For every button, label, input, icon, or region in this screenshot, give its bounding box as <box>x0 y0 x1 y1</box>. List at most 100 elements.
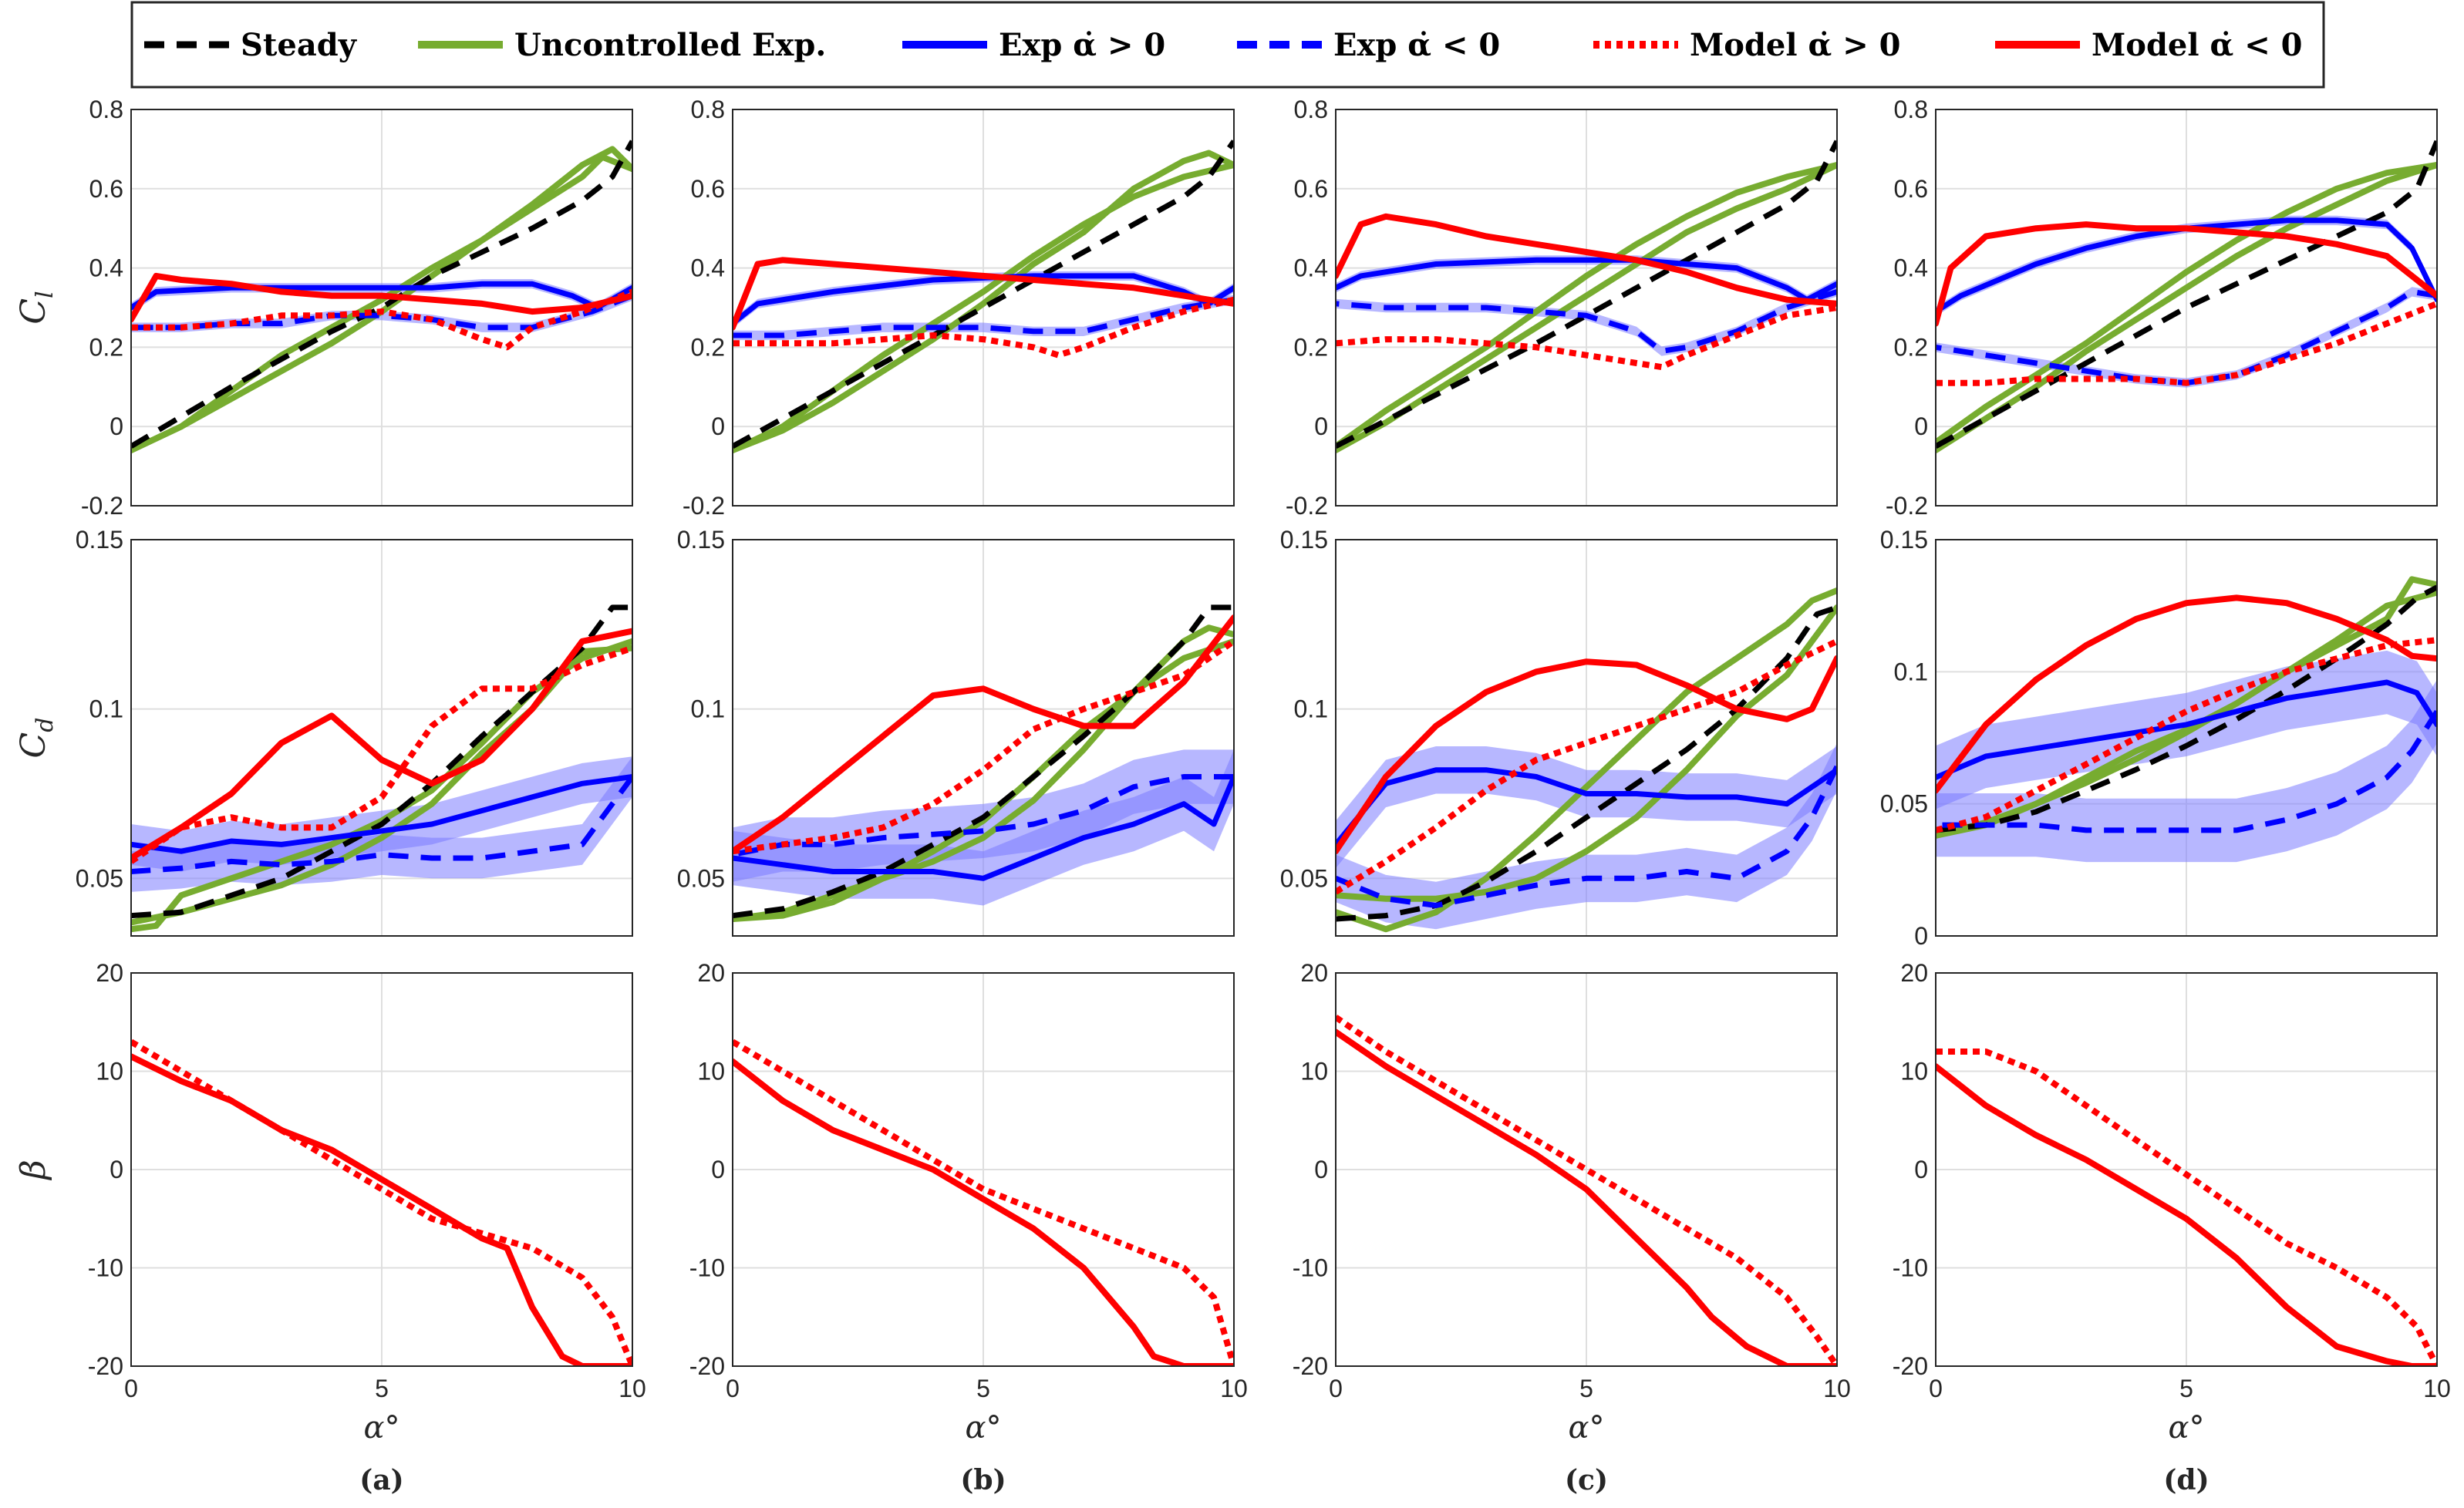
axes-box <box>732 109 1235 507</box>
axes-box <box>732 539 1235 937</box>
y-tick-label: 0.2 <box>691 333 725 361</box>
legend-item-unc: Uncontrolled Exp. <box>418 27 826 63</box>
plot-series <box>131 140 632 453</box>
model-up-series <box>1336 638 1837 895</box>
plot-series <box>1336 587 1837 933</box>
y-tick-label: -20 <box>88 1352 123 1380</box>
y-tick-label: 0.6 <box>1294 175 1328 203</box>
legend-label-steady: Steady <box>241 27 358 63</box>
legend-label-unc: Uncontrolled Exp. <box>514 27 826 63</box>
uncontrolled-series-up <box>733 638 1234 922</box>
y-axis-label: Cd <box>14 718 59 759</box>
y-tick-label: 10 <box>1300 1058 1328 1086</box>
axes-box <box>732 972 1235 1367</box>
exp-up-series <box>131 281 632 311</box>
panel-cl-a: -0.2 0 0.2 0.4 0.6 0.8 Cl <box>14 96 633 520</box>
exp-down-band <box>1336 742 1837 930</box>
exp-up-band <box>1336 746 1837 869</box>
y-tick-label: -20 <box>689 1352 725 1380</box>
uncontrolled-series-up <box>1336 162 1837 453</box>
exp-up-series <box>733 774 1234 881</box>
panel-cl-b: -0.2 0 0.2 0.4 0.6 0.8 <box>683 96 1235 520</box>
x-tick-label: 0 <box>1929 1375 1943 1402</box>
y-tick-label: 0.2 <box>1294 333 1328 361</box>
y-label-main: C <box>14 298 53 325</box>
x-tick-label: 10 <box>2423 1375 2451 1402</box>
y-tick-label: -0.2 <box>1286 492 1328 520</box>
y-tick-label: 0 <box>1314 1156 1328 1183</box>
panel-caption: (c) <box>1565 1464 1608 1496</box>
y-tick-label: 0 <box>1914 922 1928 950</box>
model-down-series <box>1936 221 2437 327</box>
y-tick-label: -10 <box>88 1254 123 1282</box>
model-up-series <box>131 645 632 864</box>
legend-item-mod_down: Model α̇ < 0 <box>1995 27 2302 63</box>
model-up-series <box>1936 637 2437 833</box>
exp-up-series <box>1336 767 1837 847</box>
y-tick-label: 0 <box>711 1156 725 1183</box>
y-tick-label: 0.05 <box>677 864 725 892</box>
x-tick-label: 10 <box>619 1375 646 1402</box>
model-down-series <box>1336 213 1837 307</box>
model-up-series <box>1336 1015 1837 1366</box>
exp-down-band <box>733 295 1234 341</box>
plot-series <box>733 604 1234 922</box>
model-down-series <box>131 272 632 323</box>
y-tick-label: 0.2 <box>1894 333 1928 361</box>
uncontrolled-series-down <box>733 624 1234 922</box>
model-down-series <box>1936 594 2437 794</box>
model-down-series <box>131 628 632 861</box>
plot-series <box>1336 1015 1837 1366</box>
exp-up-series <box>131 774 632 854</box>
y-tick-label: 0.05 <box>1880 790 1928 818</box>
y-tick-label: 0.8 <box>89 96 123 123</box>
y-tick-label: 0.1 <box>691 695 725 723</box>
panel-beta-c: 0 5 10 -20 -10 0 10 20 <box>1293 959 1851 1402</box>
plot-series <box>733 140 1234 453</box>
exp-down-series <box>1336 765 1837 908</box>
y-tick-label: 10 <box>697 1058 725 1086</box>
y-tick-label: 0 <box>1914 1156 1928 1183</box>
axes-box <box>1335 539 1838 937</box>
y-tick-label: 0 <box>110 1156 123 1183</box>
y-tick-label: 0.1 <box>1294 695 1328 723</box>
model-down-series <box>1336 655 1837 855</box>
axes-box <box>1935 109 2438 507</box>
x-axis-label: α° <box>1568 1410 1604 1446</box>
steady-series <box>131 140 632 449</box>
panel-caption: (b) <box>960 1464 1006 1496</box>
panel-beta-a: 0 5 10 -20 -10 0 10 20 β <box>14 959 646 1402</box>
exp-down-band <box>131 756 632 892</box>
y-label-main: C <box>14 732 53 759</box>
legend: Steady Uncontrolled Exp. Exp α̇ > 0 Exp α̇ … <box>130 1 2325 89</box>
y-tick-label: 0.15 <box>76 526 123 554</box>
y-tick-label: -0.2 <box>683 492 725 520</box>
exp-down-series <box>733 297 1234 338</box>
exp-up-series <box>1336 257 1837 303</box>
y-tick-label: -0.2 <box>81 492 123 520</box>
x-tick-label: 0 <box>726 1375 740 1402</box>
model-down-series <box>733 257 1234 331</box>
model-down-series <box>131 1053 632 1366</box>
exp-up-series <box>1936 217 2437 315</box>
y-tick-label: 0.8 <box>1294 96 1328 123</box>
y-tick-label: -20 <box>1893 1352 1928 1380</box>
exp-up-band <box>733 271 1234 328</box>
steady-series <box>1336 140 1837 449</box>
y-tick-label: 20 <box>1900 959 1928 987</box>
y-tick-label: 0.15 <box>1880 526 1928 554</box>
exp-down-series <box>1336 289 1837 354</box>
steady-series <box>1936 584 2437 833</box>
y-tick-label: 0 <box>110 412 123 440</box>
y-tick-label: -0.2 <box>1886 492 1928 520</box>
axes-box <box>130 539 633 937</box>
exp-down-series <box>131 775 632 874</box>
exp-down-band <box>1936 679 2437 863</box>
plot-series <box>131 604 632 933</box>
x-tick-label: 0 <box>124 1375 138 1402</box>
axes-box <box>130 972 633 1367</box>
model-down-series <box>1336 1028 1837 1366</box>
y-tick-label: 20 <box>697 959 725 987</box>
axes-box <box>130 109 633 507</box>
y-tick-label: 0.6 <box>691 175 725 203</box>
